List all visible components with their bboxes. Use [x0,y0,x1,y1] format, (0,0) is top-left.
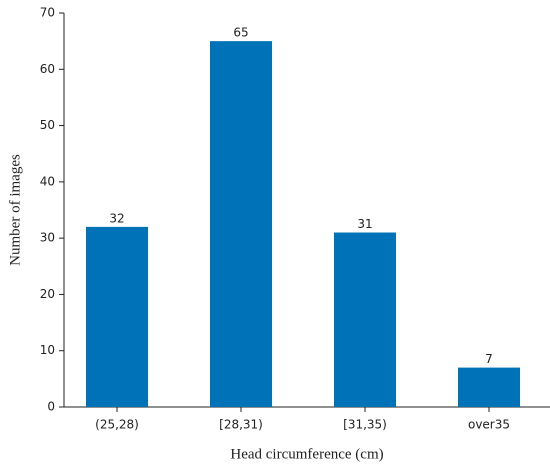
x-axis-label: Head circumference (cm) [230,446,383,462]
bar [458,367,520,407]
x-tick-label: [28,31) [219,418,263,432]
data-label: 7 [485,352,493,366]
y-tick-label: 0 [47,400,55,414]
bar [334,232,396,407]
data-label: 32 [109,211,124,225]
x-tick-label: [31,35) [343,418,387,432]
y-tick-label: 60 [40,62,55,76]
y-tick-label: 20 [40,287,55,301]
y-tick-label: 50 [40,118,55,132]
data-label: 31 [357,217,372,231]
data-label: 65 [233,26,248,40]
y-tick-label: 30 [40,231,55,245]
y-tick-label: 10 [40,343,55,357]
y-axis-label: Number of images [7,154,23,266]
y-tick-label: 70 [40,6,55,20]
bar [86,226,148,407]
x-tick-label: over35 [468,418,510,432]
x-tick-label: (25,28) [95,418,139,432]
bar [210,41,272,408]
y-tick-label: 40 [40,174,55,188]
